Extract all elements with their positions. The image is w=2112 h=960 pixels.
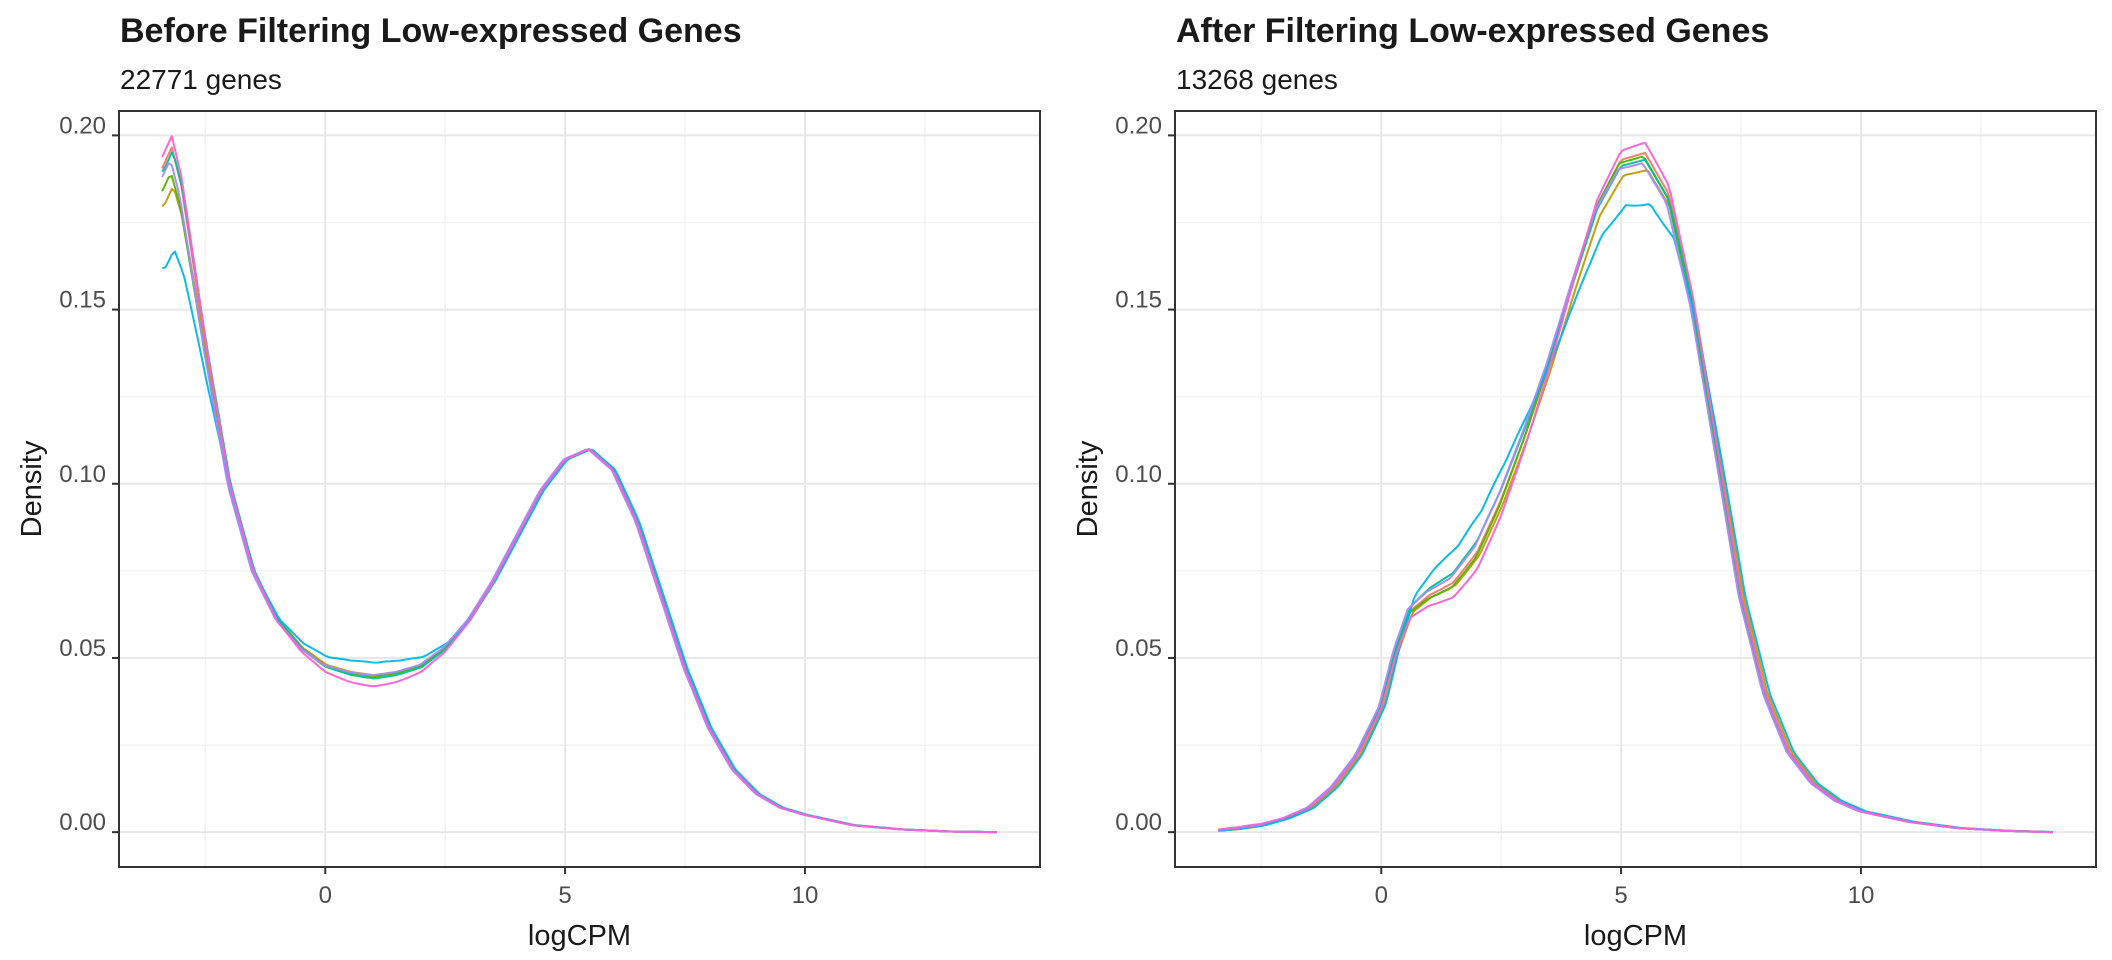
x-tick-label: 0 [319, 882, 332, 909]
y-tick-label: 0.00 [59, 809, 106, 836]
x-tick-label: 0 [1375, 882, 1388, 909]
panel-border [1174, 110, 2097, 868]
x-tick-label: 5 [558, 882, 571, 909]
y-axis-title: Density [16, 440, 48, 537]
density-curve-2 [161, 187, 997, 834]
y-tick-label: 0.05 [59, 635, 106, 662]
density-curve-3 [1218, 155, 2053, 834]
density-curve-3 [161, 174, 997, 834]
x-tick-label: 10 [1848, 882, 1875, 909]
density-plot-after: 0 5 10 0.00 0.05 0.10 0.15 0.20 logCPM Density [1072, 110, 2097, 952]
density-curve-7 [161, 135, 997, 834]
density-curve-6 [161, 162, 997, 834]
chart-panel-after: After Filtering Low-expressed Genes 1326… [1056, 0, 2112, 960]
density-curve-2 [1218, 169, 2053, 834]
density-curve-7 [1218, 141, 2053, 834]
density-curve-5 [1218, 203, 2053, 833]
y-tick-label: 0.20 [59, 112, 106, 139]
x-tick-label: 10 [792, 882, 819, 909]
density-curve-4 [161, 151, 997, 834]
panel-border [118, 110, 1041, 868]
y-tick-label: 0.05 [1115, 635, 1162, 662]
y-tick-label: 0.20 [1115, 112, 1162, 139]
x-tick-label: 5 [1614, 882, 1627, 909]
y-axis-title: Density [1072, 440, 1104, 537]
chart-title: After Filtering Low-expressed Genes [1176, 12, 1770, 50]
x-axis-title: logCPM [528, 920, 631, 952]
y-tick-label: 0.00 [1115, 809, 1162, 836]
density-curve-6 [1218, 162, 2053, 834]
density-curve-1 [161, 146, 997, 834]
chart-panel-before: Before Filtering Low-expressed Genes 227… [16, 12, 1041, 952]
chart-subtitle: 13268 genes [1176, 64, 1338, 95]
chart-title: Before Filtering Low-expressed Genes [120, 12, 742, 50]
y-tick-label: 0.15 [59, 287, 106, 314]
x-axis-title: logCPM [1584, 920, 1687, 952]
density-plot-before: 0 5 10 0.00 0.05 0.10 0.15 0.20 logCPM Density [16, 110, 1041, 952]
y-tick-label: 0.10 [1115, 461, 1162, 488]
y-tick-label: 0.15 [1115, 287, 1162, 314]
chart-subtitle: 22771 genes [120, 64, 282, 95]
y-tick-label: 0.10 [59, 461, 106, 488]
density-curve-4 [1218, 158, 2053, 834]
density-curve-1 [1218, 151, 2053, 834]
